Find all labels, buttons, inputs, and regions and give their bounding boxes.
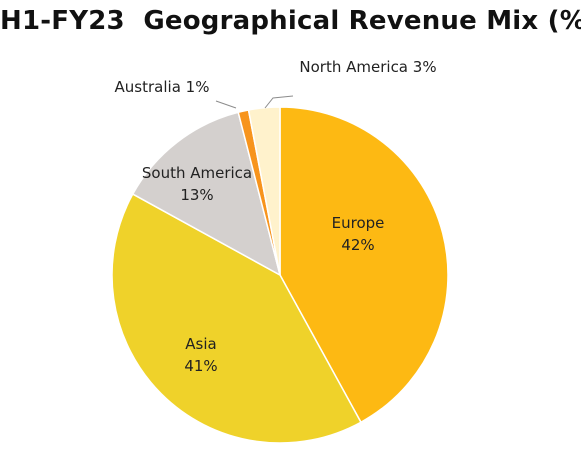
- slice-value-asia: 41%: [184, 357, 217, 375]
- slice-label-asia: Asia: [185, 335, 216, 353]
- leader-line-north-america: [264, 95, 294, 109]
- slice-value-north-america: 3%: [408, 58, 437, 76]
- leader-line-australia: [215, 100, 237, 109]
- slice-label-europe: Europe: [332, 214, 385, 232]
- pie-slice-north-america: [247, 106, 281, 276]
- leader-lines: [215, 95, 294, 109]
- slice-value-europe: 42%: [341, 236, 374, 254]
- slice-labels: Europe 42% Asia 41% South America 13% Australi…: [115, 58, 437, 375]
- slice-value-australia: 1%: [181, 78, 210, 96]
- pie-slice-asia: [111, 193, 362, 444]
- pie-slice-europe: [279, 106, 449, 424]
- slice-label-south-america: South America: [142, 164, 252, 182]
- slice-label-name-australia: Australia: [115, 78, 181, 96]
- chart-title: H1-FY23 Geographical Revenue Mix (%): [0, 6, 581, 36]
- slice-value-south-america: 13%: [180, 186, 213, 204]
- slice-label-name-north-america: North America: [299, 58, 408, 76]
- slice-label-australia: Australia 1%: [115, 78, 210, 96]
- pie-slices: [111, 106, 449, 444]
- pie-slice-south-america: [131, 111, 282, 277]
- slice-label-north-america: North America 3%: [299, 58, 436, 76]
